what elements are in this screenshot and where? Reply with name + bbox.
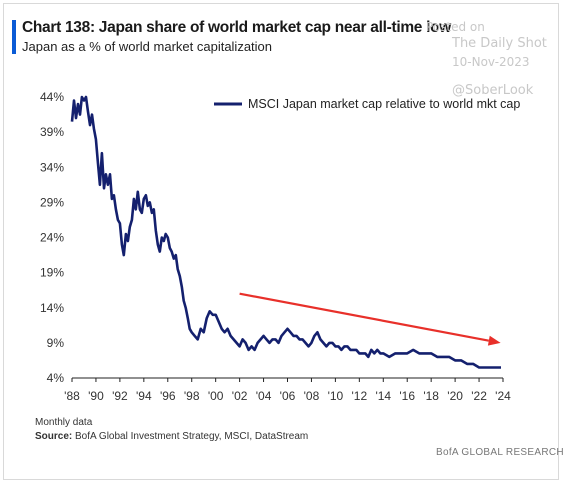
x-tick-label: '20 [447, 389, 463, 403]
x-tick-label: '22 [471, 389, 487, 403]
chart-subtitle: Japan as a % of world market capitalizat… [22, 39, 273, 54]
y-tick-label: 34% [40, 160, 64, 174]
trend-arrow-line [239, 292, 490, 342]
source-text: BofA Global Investment Strategy, MSCI, D… [75, 431, 309, 442]
trend-arrow-group [239, 292, 501, 346]
source-label: Source: [35, 431, 73, 442]
chart-title: Chart 138: Japan share of world market c… [22, 19, 452, 36]
research-credit: BofA GLOBAL RESEARCH [436, 447, 564, 458]
x-tick-label: '98 [184, 389, 200, 403]
x-tick-label: '08 [304, 389, 320, 403]
watermark-posted: Posted on [426, 20, 485, 34]
source-line: Source: BofA Global Investment Strategy,… [35, 431, 308, 442]
x-tick-label: '18 [423, 389, 439, 403]
x-tick-label: '88 [64, 389, 80, 403]
watermark-handle: @SoberLook [452, 83, 534, 98]
x-tick-label: '14 [375, 389, 391, 403]
watermark-date: 10-Nov-2023 [452, 55, 530, 69]
y-tick-label: 44% [40, 90, 64, 104]
x-tick-label: '02 [232, 389, 248, 403]
x-tick-label: '10 [328, 389, 344, 403]
x-tick-label: '12 [352, 389, 368, 403]
y-tick-label: 14% [40, 301, 64, 315]
series-line [70, 95, 501, 369]
y-tick-label: 19% [40, 266, 64, 280]
y-axis-ticks: 44% 39% 34% 29% 24% 19% 14% 9% 4% [40, 90, 64, 385]
x-tick-label: '24 [495, 389, 511, 403]
x-tick-label: '90 [88, 389, 104, 403]
y-tick-label: 29% [40, 195, 64, 209]
y-tick-label: 24% [40, 231, 64, 245]
legend: MSCI Japan market cap relative to world … [214, 97, 520, 111]
title-accent-bar [12, 20, 16, 54]
x-tick-label: '04 [256, 389, 272, 403]
y-tick-label: 39% [40, 125, 64, 139]
y-tick-label: 9% [47, 336, 65, 350]
x-tick-label: '92 [112, 389, 128, 403]
legend-label: MSCI Japan market cap relative to world … [248, 97, 520, 111]
trend-arrow-head [487, 335, 501, 346]
footnote: Monthly data [35, 417, 93, 428]
y-tick-label: 4% [47, 371, 65, 385]
x-tick-label: '16 [399, 389, 415, 403]
watermark-source: The Daily Shot [452, 36, 547, 51]
chart-frame [3, 3, 559, 480]
x-tick-label: '94 [136, 389, 152, 403]
x-axis-ticks: '88 '90 '92 '94 '96 '98 '00 '02 '04 '06 '08 '10 '12 '… [64, 378, 511, 403]
x-tick-label: '06 [280, 389, 296, 403]
x-tick-label: '00 [208, 389, 224, 403]
x-tick-label: '96 [160, 389, 176, 403]
